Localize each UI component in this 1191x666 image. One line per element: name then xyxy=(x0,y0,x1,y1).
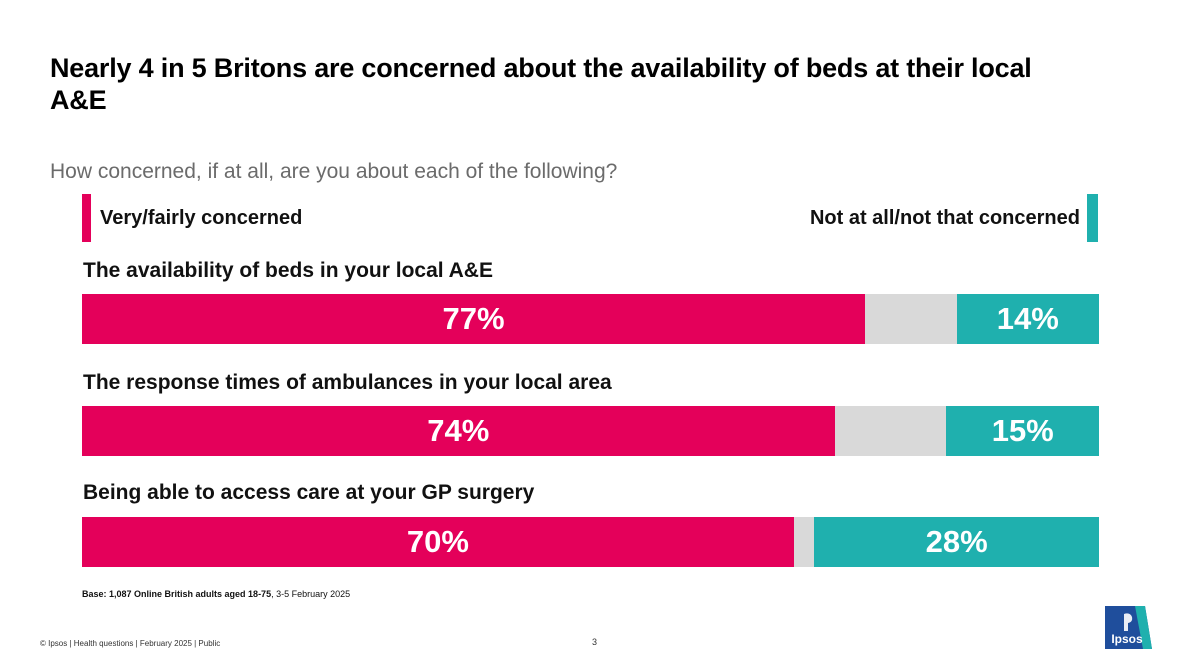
bar-row: 70% 28% xyxy=(82,517,1099,567)
bar-not-concerned: 15% xyxy=(946,406,1099,456)
data-label-not-concerned: 15% xyxy=(991,413,1054,448)
bar-concerned: 77% xyxy=(82,294,866,344)
data-label-not-concerned: 28% xyxy=(925,524,988,559)
data-label-concerned: 77% xyxy=(442,301,505,336)
legend-concerned-swatch xyxy=(82,194,91,242)
ipsos-logo: Ipsos xyxy=(1105,606,1152,649)
base-note-date: , 3-5 February 2025 xyxy=(271,589,351,599)
bar-concerned: 70% xyxy=(82,517,794,567)
bar-row: 77% 14% xyxy=(82,294,1099,344)
base-note-bold: Base: 1,087 Online British adults aged 1… xyxy=(82,589,272,599)
data-label-concerned: 74% xyxy=(427,413,490,448)
legend-not-concerned-label: Not at all/not that concerned xyxy=(809,207,1080,229)
page-title: Nearly 4 in 5 Britons are concerned abou… xyxy=(50,53,1032,115)
bar-row: 74% 15% xyxy=(82,406,1099,456)
bar-concerned: 74% xyxy=(82,406,835,456)
bar-not-concerned: 28% xyxy=(814,517,1099,567)
legend-concerned-label: Very/fairly concerned xyxy=(100,207,303,229)
data-label-not-concerned: 14% xyxy=(996,301,1059,336)
question-subtitle: How concerned, if at all, are you about … xyxy=(50,160,618,183)
page-number: 3 xyxy=(592,637,598,647)
data-label-concerned: 70% xyxy=(406,524,469,559)
legend-not-concerned-swatch xyxy=(1087,194,1098,242)
footer-text: © Ipsos | Health questions | February 20… xyxy=(40,639,221,648)
category-label: The response times of ambulances in your… xyxy=(83,371,612,394)
bar-not-concerned: 14% xyxy=(956,294,1099,344)
base-note: Base: 1,087 Online British adults aged 1… xyxy=(82,589,350,599)
category-label: Being able to access care at your GP sur… xyxy=(83,481,535,504)
logo-text: Ipsos xyxy=(1111,632,1143,646)
category-label: The availability of beds in your local A… xyxy=(83,259,493,282)
